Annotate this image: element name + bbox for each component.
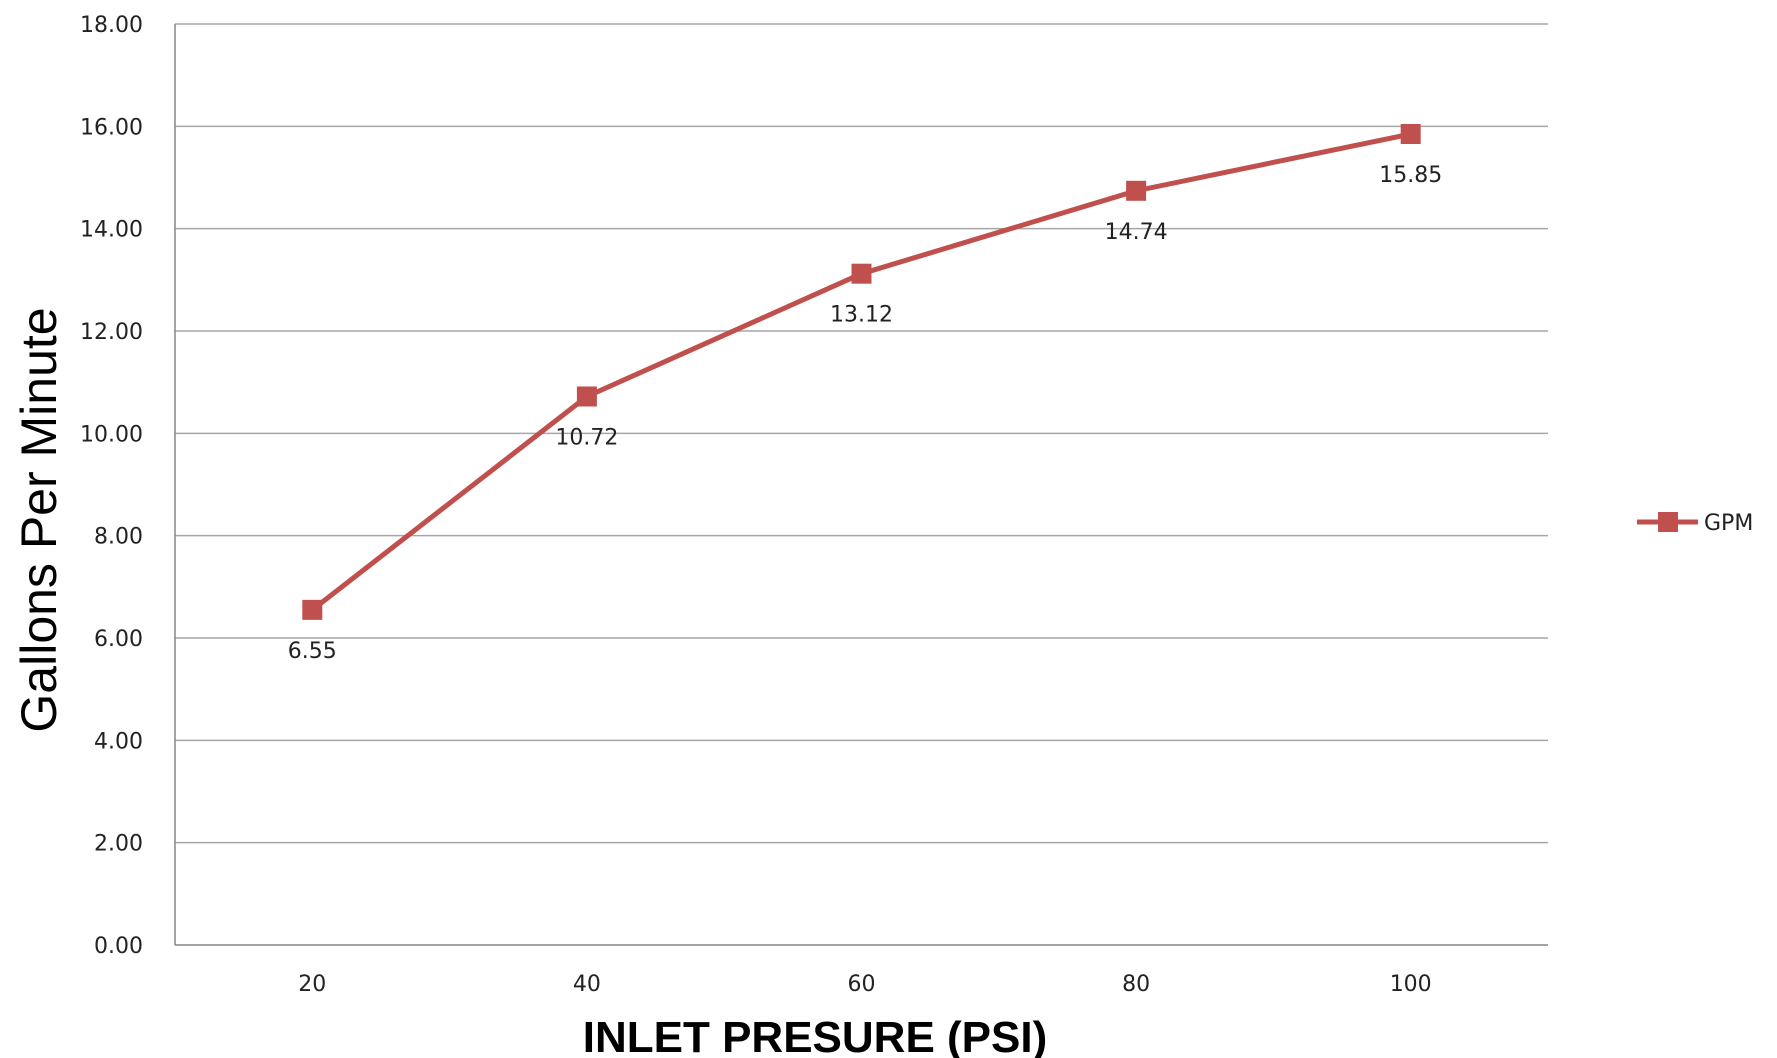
legend-label: GPM <box>1704 511 1753 536</box>
y-tick-label: 8.00 <box>94 525 143 550</box>
data-label: 15.85 <box>1379 163 1442 188</box>
y-tick-label: 10.00 <box>80 422 143 447</box>
data-label: 13.12 <box>830 303 893 328</box>
x-axis-title: INLET PRESURE (PSI) <box>583 1013 1048 1058</box>
y-tick-label: 6.00 <box>94 627 143 652</box>
data-point-marker <box>302 599 323 620</box>
y-tick-label: 14.00 <box>80 218 143 243</box>
x-tick-label: 80 <box>1122 972 1150 997</box>
series-line <box>310 131 1412 612</box>
x-tick-label: 60 <box>848 972 876 997</box>
y-tick-label: 12.00 <box>80 320 143 345</box>
x-tick-label: 20 <box>298 972 326 997</box>
x-tick-label: 40 <box>573 972 601 997</box>
data-label: 14.74 <box>1105 220 1168 245</box>
y-axis-title: Gallons Per Minute <box>11 307 67 732</box>
axes <box>174 24 1548 946</box>
y-tick-label: 0.00 <box>94 934 143 959</box>
data-point-marker <box>576 386 597 407</box>
y-tick-label: 16.00 <box>80 115 143 140</box>
y-tick-label: 18.00 <box>80 13 143 38</box>
data-label: 6.55 <box>288 639 337 664</box>
data-point-marker <box>851 263 872 284</box>
data-point-marker <box>1400 124 1421 145</box>
y-tick-label: 4.00 <box>94 729 143 754</box>
series-group <box>302 124 1421 620</box>
data-point-marker <box>1126 180 1147 201</box>
legend-marker <box>1658 512 1678 532</box>
y-tick-label: 2.00 <box>94 832 143 857</box>
y-axis-tick-labels: 0.00 2.00 4.00 6.00 8.00 10.00 12.00 14.00 16.00… <box>80 13 143 959</box>
data-label: 10.72 <box>555 425 618 450</box>
legend: GPM <box>1637 511 1753 536</box>
x-tick-label: 100 <box>1390 972 1432 997</box>
x-axis-tick-labels: 20 40 60 80 100 <box>298 972 1431 997</box>
data-labels: 6.55 10.72 13.12 14.74 15.85 <box>288 163 1442 664</box>
